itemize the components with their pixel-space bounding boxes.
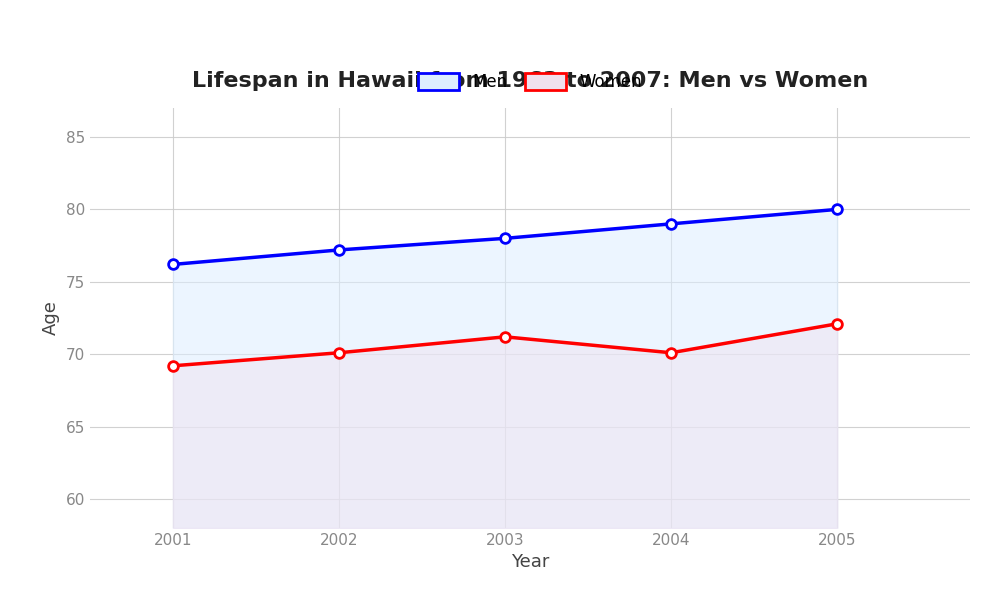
Title: Lifespan in Hawaii from 1963 to 2007: Men vs Women: Lifespan in Hawaii from 1963 to 2007: Me… — [192, 71, 868, 91]
X-axis label: Year: Year — [511, 553, 549, 571]
Legend: Men, Women: Men, Women — [411, 66, 649, 97]
Y-axis label: Age: Age — [42, 301, 60, 335]
